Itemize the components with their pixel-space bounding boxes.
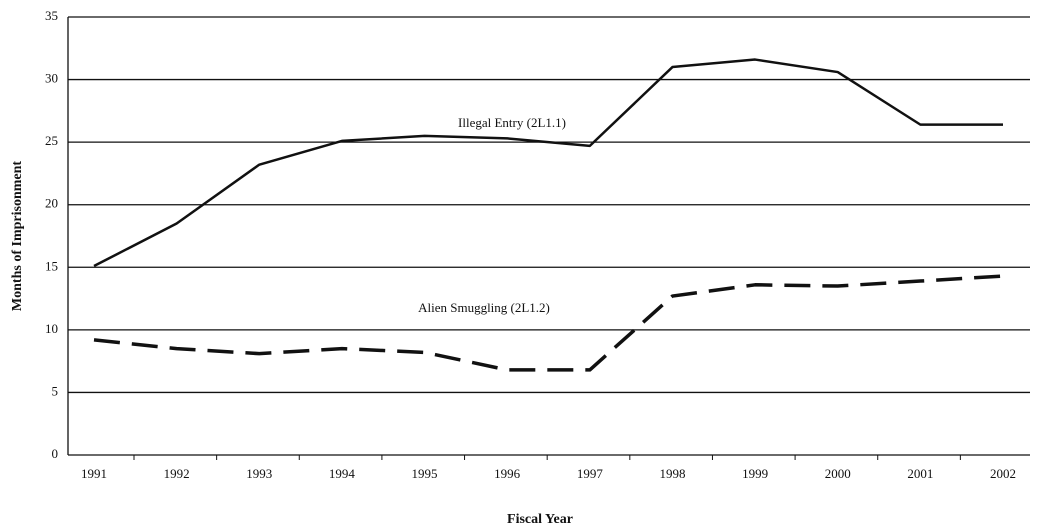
x-tick-label: 1996 (494, 466, 521, 481)
x-tick-label: 1995 (412, 466, 438, 481)
series-label: Illegal Entry (2L1.1) (458, 115, 566, 130)
x-tick-label: 1992 (164, 466, 190, 481)
y-tick-label: 0 (52, 446, 59, 461)
x-tick-label: 1991 (81, 466, 107, 481)
x-tick-label: 2002 (990, 466, 1016, 481)
y-axis-title: Months of Imprisonment (10, 161, 25, 311)
y-tick-label: 25 (45, 133, 58, 148)
y-tick-label: 15 (45, 258, 58, 273)
x-tick-label: 1997 (577, 466, 604, 481)
x-tick-label: 1998 (659, 466, 685, 481)
x-tick-label: 1994 (329, 466, 356, 481)
x-tick-label: 2000 (825, 466, 851, 481)
y-tick-label: 5 (52, 383, 59, 398)
x-axis-title: Fiscal Year (507, 512, 573, 527)
series-line (93, 58, 1003, 268)
x-tick-label: 1993 (246, 466, 272, 481)
series-line (93, 274, 1004, 372)
y-tick-label: 30 (45, 71, 58, 86)
x-tick-label: 1999 (742, 466, 768, 481)
x-tick-label: 2001 (907, 466, 933, 481)
y-tick-label: 35 (45, 8, 58, 23)
y-tick-label: 20 (45, 196, 58, 211)
series-label: Alien Smuggling (2L1.2) (418, 300, 550, 315)
y-tick-label: 10 (45, 321, 58, 336)
